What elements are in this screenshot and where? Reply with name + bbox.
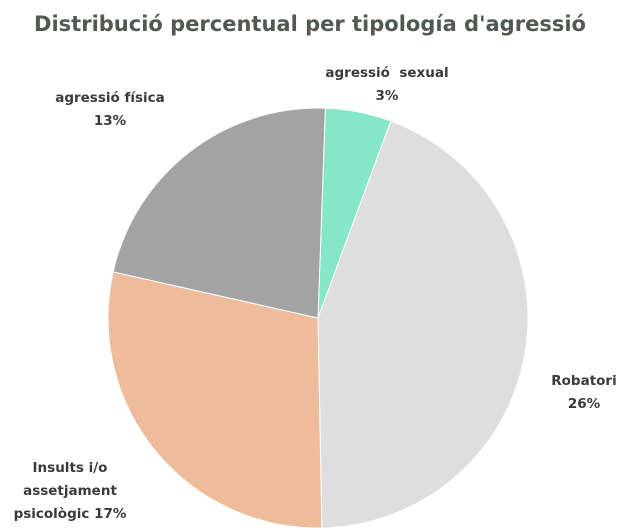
pie-slice [107,271,323,529]
slice-label: Insults i/o assetjament psicològic 17% [5,457,135,526]
chart-title: Distribució percentual per tipología d'a… [34,12,586,36]
pie-slice [112,107,326,319]
slice-name: Robatori [551,373,617,389]
slice-value: 17% [94,506,127,522]
slice-value: 3% [375,88,399,104]
slice-value: 13% [93,113,127,129]
slice-name: Insults i/o assetjament psicològic [13,460,122,522]
slice-name: agressió sexual [325,65,449,81]
slice-label: agressió física 13% [50,87,170,133]
slice-label: agressió sexual 3% [322,62,452,108]
slice-label: Robatori 26% [540,370,620,416]
slice-value: 26% [567,396,601,412]
pie-slice [317,120,529,529]
slice-name: agressió física [55,90,165,106]
